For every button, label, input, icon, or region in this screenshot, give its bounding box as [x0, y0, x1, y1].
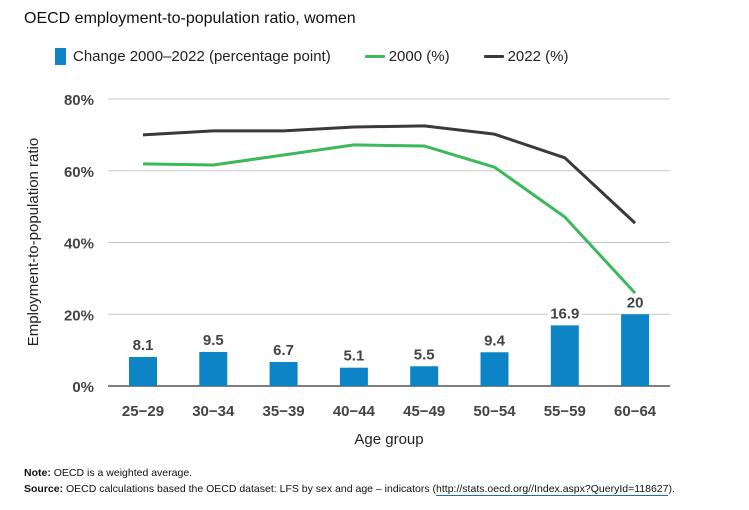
- bar-data-label: 9.5: [203, 332, 224, 349]
- y-tick-label: 60%: [64, 164, 94, 181]
- bar-data-label: 16.9: [550, 305, 579, 322]
- bar: [199, 351, 228, 386]
- x-tick-label: 60−64: [614, 403, 657, 420]
- y-tick-label: 40%: [64, 236, 94, 253]
- legend-item-2000: 2000 (%): [364, 48, 450, 65]
- x-tick-label: 35−39: [263, 403, 305, 420]
- bar: [269, 361, 298, 386]
- legend-swatch-change: [55, 48, 66, 65]
- bar: [621, 314, 650, 386]
- footnotes: Note: OECD is a weighted average. Source…: [24, 465, 675, 497]
- bar: [339, 367, 368, 386]
- legend-label-2000: 2000 (%): [388, 48, 450, 65]
- bar: [129, 356, 157, 386]
- source-line: Source: OECD calculations based the OECD…: [24, 481, 675, 497]
- chart-title: OECD employment-to-population ratio, wom…: [24, 10, 356, 27]
- y-axis-label: Employment-to-population ratio: [25, 138, 42, 346]
- series-line-2022: [142, 124, 637, 225]
- x-tick-label: 55−59: [544, 403, 586, 420]
- bar-data-label: 5.1: [343, 348, 364, 365]
- bar-data-label: 8.1: [133, 337, 154, 354]
- source-link[interactable]: http://stats.oecd.org//Index.aspx?QueryI…: [436, 483, 669, 496]
- series-line-2000: [142, 143, 637, 295]
- note-label: Note:: [24, 467, 51, 479]
- legend: Change 2000–2022 (percentage point) 2000…: [55, 48, 602, 65]
- bar-data-label: 6.7: [273, 342, 294, 359]
- bar-data-label: 5.5: [414, 346, 435, 363]
- x-tick-label: 50−54: [473, 403, 516, 420]
- bar-data-label: 20: [627, 294, 644, 311]
- x-axis-label: Age group: [354, 431, 423, 448]
- x-tick-label: 30−34: [192, 403, 235, 420]
- y-tick-label: 0%: [72, 379, 94, 396]
- note-text: OECD is a weighted average.: [50, 467, 193, 479]
- note-line: Note: OECD is a weighted average.: [24, 465, 675, 481]
- bar-data-label: 9.4: [484, 332, 506, 349]
- legend-label-change: Change 2000–2022 (percentage point): [73, 48, 331, 65]
- legend-item-change: Change 2000–2022 (percentage point): [55, 48, 331, 65]
- legend-swatch-2000: [364, 55, 385, 58]
- bar: [410, 366, 439, 386]
- x-tick-label: 40−44: [333, 403, 376, 420]
- source-text: OECD calculations based the OECD dataset…: [63, 483, 437, 495]
- x-tick-label: 25−29: [122, 403, 164, 420]
- x-tick-label: 45−49: [403, 403, 445, 420]
- bar: [480, 352, 509, 386]
- source-label: Source:: [24, 483, 64, 495]
- legend-item-2022: 2022 (%): [483, 48, 569, 65]
- y-tick-label: 80%: [64, 92, 94, 109]
- legend-swatch-2022: [483, 55, 504, 58]
- bar: [550, 325, 579, 386]
- source-end: ).: [668, 483, 675, 495]
- legend-label-2022: 2022 (%): [507, 48, 569, 65]
- y-tick-label: 20%: [64, 307, 94, 324]
